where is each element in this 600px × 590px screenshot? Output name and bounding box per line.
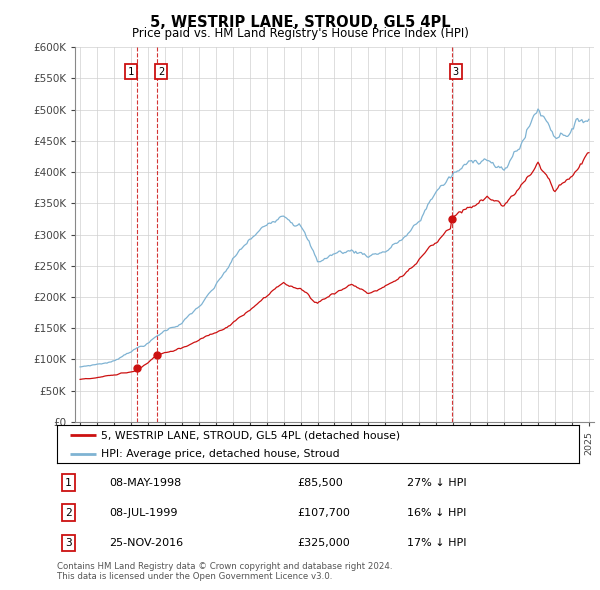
Text: 1: 1 — [65, 477, 72, 487]
Text: 08-JUL-1999: 08-JUL-1999 — [109, 508, 178, 518]
Text: 1: 1 — [128, 67, 134, 77]
Text: Contains HM Land Registry data © Crown copyright and database right 2024.
This d: Contains HM Land Registry data © Crown c… — [57, 562, 392, 581]
Text: 16% ↓ HPI: 16% ↓ HPI — [407, 508, 466, 518]
Text: 2: 2 — [158, 67, 164, 77]
Text: £107,700: £107,700 — [297, 508, 350, 518]
Text: 25-NOV-2016: 25-NOV-2016 — [109, 538, 184, 548]
Text: 5, WESTRIP LANE, STROUD, GL5 4PL (detached house): 5, WESTRIP LANE, STROUD, GL5 4PL (detach… — [101, 430, 400, 440]
Text: 27% ↓ HPI: 27% ↓ HPI — [407, 477, 466, 487]
Text: HPI: Average price, detached house, Stroud: HPI: Average price, detached house, Stro… — [101, 448, 340, 458]
Text: 2: 2 — [65, 508, 72, 518]
Text: 08-MAY-1998: 08-MAY-1998 — [109, 477, 181, 487]
Text: 17% ↓ HPI: 17% ↓ HPI — [407, 538, 466, 548]
Text: 5, WESTRIP LANE, STROUD, GL5 4PL: 5, WESTRIP LANE, STROUD, GL5 4PL — [149, 15, 451, 30]
Text: Price paid vs. HM Land Registry's House Price Index (HPI): Price paid vs. HM Land Registry's House … — [131, 27, 469, 40]
Text: £325,000: £325,000 — [297, 538, 350, 548]
Text: 3: 3 — [452, 67, 459, 77]
Text: 3: 3 — [65, 538, 72, 548]
Text: £85,500: £85,500 — [297, 477, 343, 487]
